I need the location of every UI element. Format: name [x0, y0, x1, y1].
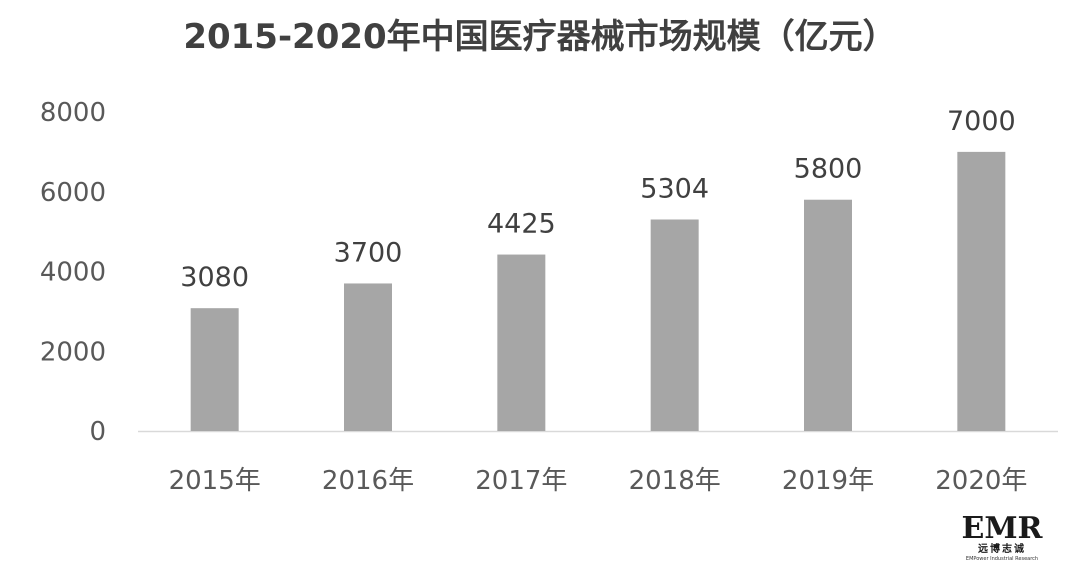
bar-data-label: 3080 — [180, 262, 249, 293]
x-category-label: 2019年 — [782, 466, 874, 496]
bar-data-label: 7000 — [947, 106, 1016, 137]
bar-data-label: 3700 — [334, 237, 403, 268]
logo-main-text: EMR — [961, 511, 1043, 546]
x-category-label: 2018年 — [629, 466, 721, 496]
bar-data-label: 4425 — [487, 209, 556, 240]
bar-data-label: 5304 — [640, 174, 709, 205]
logo-cn-text: 远博志诚 — [978, 542, 1026, 555]
bars — [190, 151, 1006, 431]
y-tick-label: 2000 — [40, 337, 106, 367]
y-tick-label: 8000 — [40, 98, 106, 128]
bar — [190, 308, 239, 431]
emr-logo: EMR 远博志诚 EMPower Industrial Research — [961, 511, 1043, 562]
chart-title: 2015-2020年中国医疗器械市场规模（亿元） — [183, 17, 896, 57]
x-category-label: 2015年 — [169, 466, 261, 496]
bar-data-label: 5800 — [794, 154, 863, 185]
x-axis-categories: 2015年 2016年 2017年 2018年 2019年 2020年 — [169, 466, 1028, 496]
y-tick-label: 6000 — [40, 178, 106, 208]
bar — [804, 199, 852, 431]
x-category-label: 2017年 — [475, 466, 567, 496]
logo-en-text: EMPower Industrial Research — [966, 556, 1038, 562]
bar — [650, 219, 699, 431]
data-labels: 3080 3700 4425 5304 5800 7000 — [180, 106, 1015, 293]
bar — [497, 254, 546, 431]
bar — [344, 283, 392, 431]
bar — [957, 151, 1006, 431]
x-category-label: 2016年 — [322, 466, 414, 496]
y-tick-label: 0 — [89, 417, 106, 447]
y-tick-label: 4000 — [40, 258, 106, 288]
x-category-label: 2020年 — [935, 466, 1027, 496]
y-axis-ticks: 0 2000 4000 6000 8000 — [40, 98, 106, 447]
